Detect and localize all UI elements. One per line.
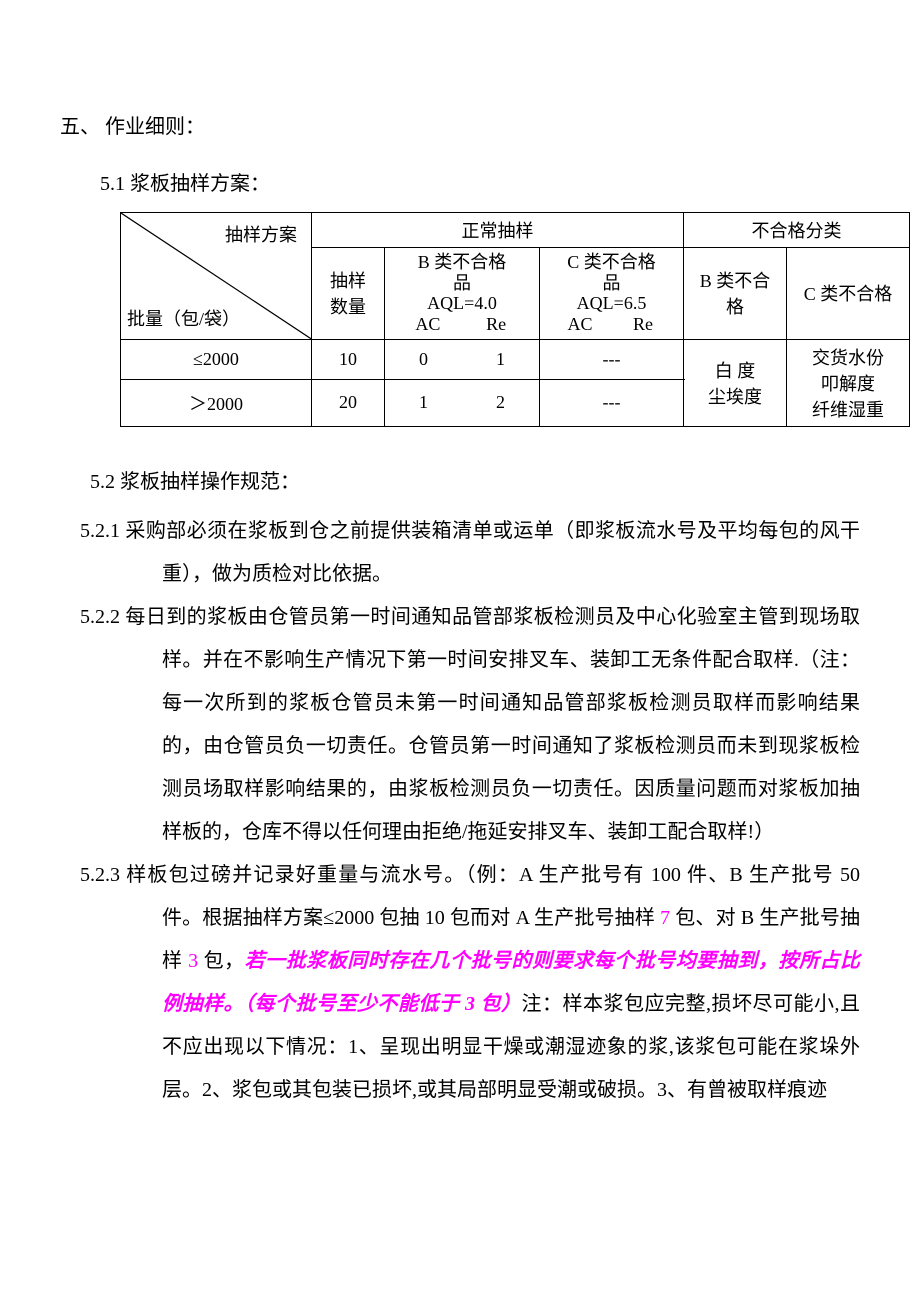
b-reject-items: 白 度 尘埃度 [684,339,787,426]
sampling-plan-table: 抽样方案 批量（包/袋） 正常抽样 不合格分类 抽样 数量 B 类不合格 品 A… [120,212,910,427]
pink-number-7: 7 [660,907,670,929]
reject-class-header: 不合格分类 [684,213,910,248]
table-header-row-1: 抽样方案 批量（包/袋） 正常抽样 不合格分类 [121,213,910,248]
c-class-header: C 类不合格 品 AQL=6.5 ACRe [540,248,684,340]
c-cell: --- [540,379,684,426]
b-class-l2: 品 [453,273,471,293]
subsection-51-heading: 5.1 浆板抽样方案： [100,167,860,196]
c-cell: --- [540,339,684,379]
diag-bottom-label: 批量（包/袋） [127,305,240,331]
b-ac-cell: 0 [385,339,463,379]
para-523-mid2: 包， [198,950,245,972]
b-ac-label: AC [394,314,462,335]
table-row: ≤2000 10 0 1 --- 白 度 尘埃度 交货水份 叩解度 纤维湿重 [121,339,910,379]
b-class-l3: AQL=4.0 [427,293,497,313]
section-5-heading: 五、 作业细则： [60,110,860,139]
range-cell: ≤2000 [121,339,312,379]
normal-sampling-header: 正常抽样 [312,213,684,248]
sample-qty-header: 抽样 数量 [312,248,385,340]
para-521: 5.2.1 采购部必须在浆板到仓之前提供装箱清单或运单（即浆板流水号及平均每包的… [60,510,860,596]
diagonal-header-cell: 抽样方案 批量（包/袋） [121,213,312,340]
para-522: 5.2.2 每日到的浆板由仓管员第一时间通知品管部浆板检测员及中心化验室主管到现… [60,596,860,854]
b-re-cell: 1 [462,339,540,379]
pink-number-3: 3 [188,950,198,972]
diag-top-label: 抽样方案 [225,221,297,247]
b-ac-cell: 1 [385,379,463,426]
c-ac-label: AC [549,314,612,335]
c-class-l3: AQL=6.5 [577,293,647,313]
c-re-label: Re [612,314,675,335]
b-reject-header: B 类不合 格 [684,248,787,340]
range-cell: ＞2000 [121,379,312,426]
b-class-header: B 类不合格 品 AQL=4.0 ACRe [385,248,540,340]
document-page: 五、 作业细则： 5.1 浆板抽样方案： 抽样方案 批量（包/袋） 正常抽样 不… [0,0,920,1302]
b-class-l1: B 类不合格 [418,252,507,272]
qty-cell: 20 [312,379,385,426]
subsection-52-heading: 5.2 浆板抽样操作规范： [90,465,860,494]
b-re-cell: 2 [462,379,540,426]
c-class-l1: C 类不合格 [567,252,656,272]
b-re-label: Re [462,314,530,335]
qty-cell: 10 [312,339,385,379]
para-523: 5.2.3 样板包过磅并记录好重量与流水号。（例：A 生产批号有 100 件、B… [60,854,860,1112]
c-reject-header: C 类不合格 [787,248,910,340]
c-reject-items: 交货水份 叩解度 纤维湿重 [787,339,910,426]
c-class-l2: 品 [603,273,621,293]
